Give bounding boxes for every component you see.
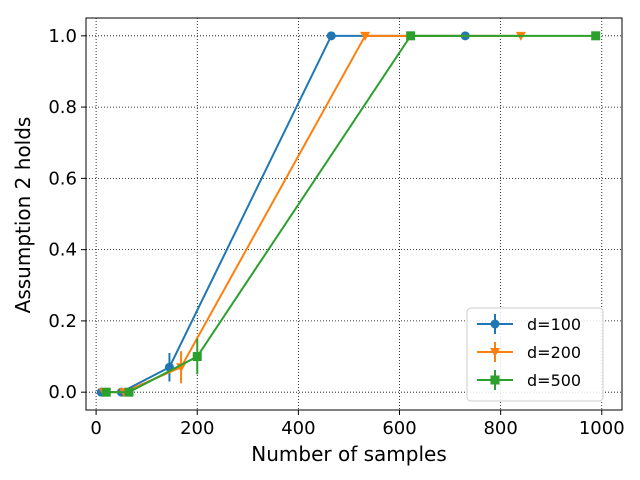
data-point: [406, 31, 416, 41]
axis-ticks: 0 200 400 600 800 1000 0.0 0.2 0.4 0.6 0.8 1.0: [48, 26, 624, 439]
y-tick-label: 0.8: [48, 97, 77, 118]
legend-entry: d=200: [477, 342, 581, 362]
legend: d=100 d=200 d=500: [466, 307, 604, 402]
series-d-500: [101, 31, 601, 397]
data-point: [192, 352, 202, 362]
series-line: [101, 34, 466, 394]
legend-marker: [490, 348, 500, 357]
legend-entry: d=500: [477, 370, 581, 390]
data-point: [360, 31, 371, 41]
legend-entry: d=100: [477, 314, 581, 334]
legend-label: d=100: [527, 315, 581, 334]
legend-box: [466, 307, 604, 402]
data-point: [591, 31, 601, 41]
y-tick-label: 0.4: [48, 240, 77, 261]
y-tick-label: 1.0: [48, 26, 77, 47]
series-d-200: [98, 31, 526, 398]
x-tick-label: 600: [382, 418, 416, 439]
y-tick-label: 0.0: [48, 382, 77, 403]
x-tick-label: 1000: [579, 418, 625, 439]
legend-marker: [490, 319, 500, 329]
y-tick-label: 0.2: [48, 311, 77, 332]
y-axis-label: Assumption 2 holds: [11, 117, 35, 314]
data-point: [101, 387, 111, 397]
x-tick-label: 0: [90, 418, 101, 439]
x-axis-label: Number of samples: [251, 442, 446, 466]
x-tick-label: 800: [483, 418, 517, 439]
y-tick-label: 0.6: [48, 168, 77, 189]
legend-label: d=200: [527, 343, 581, 362]
legend-label: d=500: [527, 371, 581, 390]
data-point: [326, 31, 336, 41]
series-d-100: [96, 31, 470, 397]
x-tick-label: 200: [180, 418, 214, 439]
series-line: [103, 34, 521, 394]
x-tick-label: 400: [281, 418, 315, 439]
series-layer: [96, 31, 601, 398]
plot-frame: [85, 17, 623, 411]
legend-marker: [490, 375, 500, 385]
data-point: [124, 387, 134, 397]
